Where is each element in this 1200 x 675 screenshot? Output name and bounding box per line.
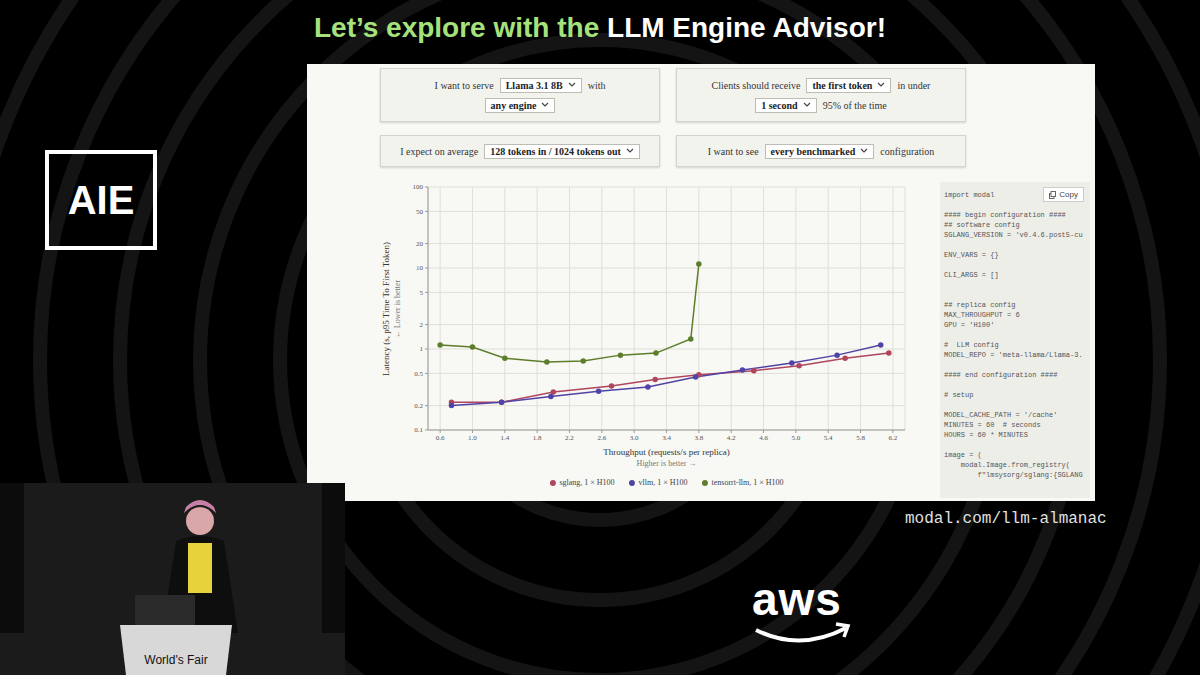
svg-text:1.0: 1.0 [468,434,477,442]
svg-text:3.8: 3.8 [694,434,703,442]
html-text:I want to serve: I want to serve [434,79,494,91]
svg-text:6.2: 6.2 [888,434,897,442]
html-text:tensorrt-llm, 1 × H100: tensorrt-llm, 1 × H100 [711,478,784,487]
html-text:World's Fair: World's Fair [144,653,208,667]
svg-text:0.5: 0.5 [414,370,423,378]
html-text:Clients should receive: Clients should receive [711,79,801,91]
svg-text:0.2: 0.2 [414,402,423,410]
html-text:Copy: Copy [1059,190,1078,199]
html-text:← Lower is better: ← Lower is better [393,279,402,338]
svg-text:0.1: 0.1 [414,426,423,434]
html-text:AIE: AIE [67,177,135,222]
html-text:Higher is better →: Higher is better → [636,459,697,468]
svg-text:2.6: 2.6 [597,434,606,442]
svg-text:3.0: 3.0 [630,434,639,442]
html-text:any engine: any engine [490,99,537,111]
html-text:import modal #### begin config: import modal #### begin configuration ##… [944,191,1083,479]
html-text:in under: in under [897,79,931,91]
svg-text:4.6: 4.6 [759,434,768,442]
html-text:configuration: configuration [880,145,935,157]
html-text:Latency (s, p95 Time To First: Latency (s, p95 Time To First Token) [381,241,391,376]
svg-text:20: 20 [416,240,424,248]
html-text:Throughput (requests/s per rep: Throughput (requests/s per replica) [603,447,730,457]
html-text:128 tokens in / 1024 tokens ou: 128 tokens in / 1024 tokens out [490,145,621,157]
html-text:I expect on average: I expect on average [400,145,479,157]
svg-text:10: 10 [416,264,424,272]
html-text:1 second: 1 second [761,99,798,111]
svg-text:5.0: 5.0 [791,434,800,442]
svg-text:1.8: 1.8 [533,434,542,442]
svg-text:5: 5 [420,289,424,297]
html-text:sglang, 1 × H100: sglang, 1 × H100 [559,478,615,487]
svg-text:5.8: 5.8 [856,434,865,442]
html-text:every benchmarked: every benchmarked [770,145,856,157]
html-text:aws: aws [752,573,842,625]
html-text:vllm, 1 × H100: vllm, 1 × H100 [638,478,688,487]
svg-text:5.4: 5.4 [824,434,833,442]
svg-text:100: 100 [413,183,424,191]
svg-text:3.4: 3.4 [662,434,671,442]
svg-text:1.4: 1.4 [500,434,509,442]
svg-text:2.2: 2.2 [565,434,574,442]
html-text:the first token: the first token [812,79,873,91]
html-text:95% of the time: 95% of the time [822,99,887,111]
svg-text:4.2: 4.2 [727,434,736,442]
html-text:Llama 3.1 8B: Llama 3.1 8B [505,79,563,91]
svg-text:2: 2 [420,321,424,329]
html-text:with: with [587,79,606,91]
html-text:Let’s explore with the LLM Eng: Let’s explore with the LLM Engine Adviso… [314,12,886,43]
svg-text:50: 50 [416,208,424,216]
html-text:I want to see: I want to see [707,145,759,157]
svg-text:0.6: 0.6 [436,434,445,442]
html-text:modal.com/llm-almanac: modal.com/llm-almanac [905,510,1107,528]
svg-text:1: 1 [420,345,424,353]
